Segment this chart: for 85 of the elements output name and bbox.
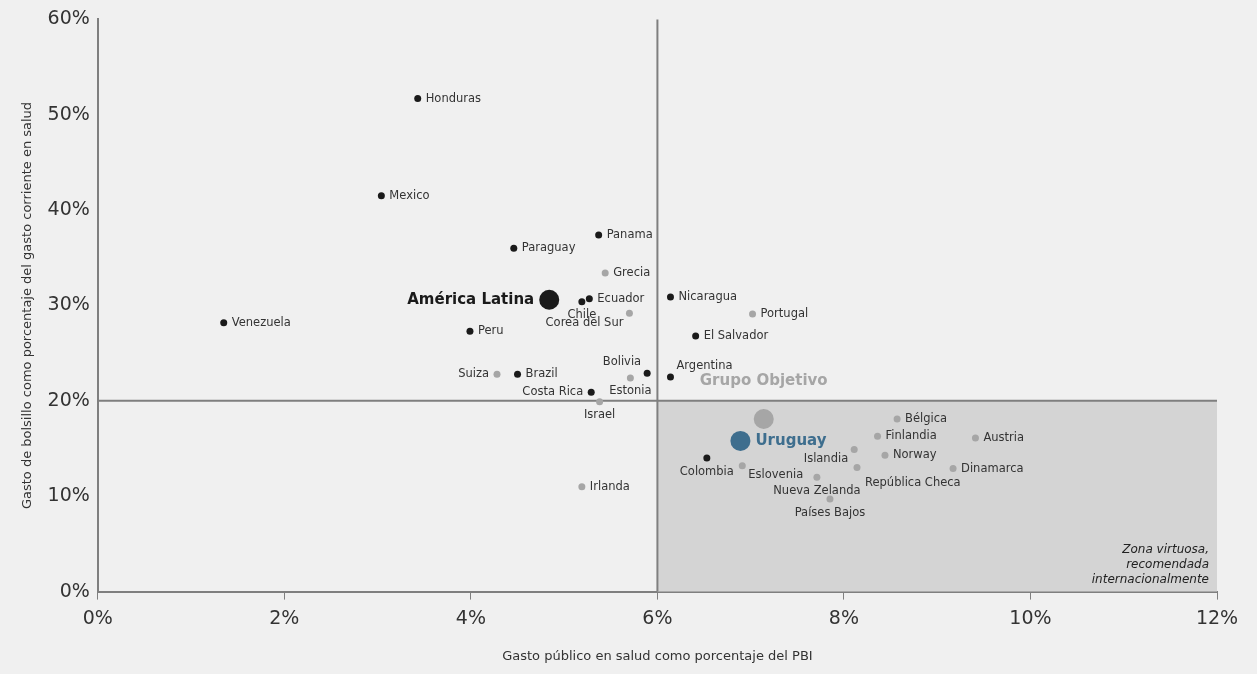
x-tick-label: 8% (828, 605, 860, 628)
x-tick-label: 0% (82, 605, 113, 628)
annotation: Bélgica (905, 410, 948, 425)
point (971, 434, 979, 442)
annotation: Austria (983, 430, 1025, 445)
point (738, 462, 746, 470)
point (949, 465, 957, 473)
y-axis-title: Gasto de bolsillo como porcentaje del gasto corriente en salud (19, 101, 35, 510)
point (625, 309, 633, 317)
series-label: América Latina (407, 289, 535, 308)
point (666, 293, 674, 301)
y-tick-label: 20% (47, 387, 90, 410)
point (666, 373, 674, 381)
band-label: Zona virtuosa, recomendada internacionalmente (1091, 541, 1209, 586)
y-tick-label: 40% (47, 197, 90, 220)
x-tick-label: 6% (642, 605, 673, 628)
annotation: Estonia (609, 383, 652, 398)
annotation: Bolivia (602, 353, 642, 368)
point (626, 374, 634, 382)
annotation: Portugal (760, 306, 809, 321)
point (587, 388, 595, 396)
point (749, 310, 757, 318)
point (377, 192, 385, 200)
point (595, 231, 603, 239)
annotation: Panama (606, 226, 653, 241)
annotation: Países Bajos (794, 504, 866, 519)
point (643, 369, 651, 377)
x-tick-label: 4% (455, 605, 486, 628)
annotation: Mexico (389, 187, 430, 202)
point (414, 95, 422, 103)
point (601, 269, 609, 277)
annotation: El Salvador (703, 328, 769, 342)
series-label: Grupo Objetivo (699, 371, 828, 390)
point (850, 446, 858, 453)
point (826, 495, 834, 503)
annotation: Nicaragua (678, 288, 738, 303)
annotation: Suiza (458, 366, 490, 381)
x-tick-label: 2% (269, 605, 300, 628)
x-tick-label: 12% (1195, 605, 1239, 628)
annotation: Venezuela (231, 314, 291, 329)
annotation: Norway (892, 447, 937, 462)
y-tick-label: 0% (59, 578, 90, 601)
point (578, 298, 586, 306)
point (881, 451, 889, 459)
annotation: Grecia (613, 265, 651, 280)
point (514, 370, 522, 378)
annotation: Irlanda (589, 478, 630, 493)
point (853, 464, 861, 472)
annotation: Paraguay (521, 240, 576, 255)
annotation: Argentina (676, 357, 733, 372)
annotation: Brazil (525, 366, 558, 381)
annotation: República Checa (865, 474, 961, 489)
point (874, 432, 882, 440)
point (585, 295, 593, 303)
annotation: Ecuador (597, 290, 645, 305)
point (578, 483, 586, 491)
y-tick-label: 50% (47, 101, 90, 124)
annotation: Nueva Zelanda (773, 482, 861, 497)
y-tick-label: 10% (47, 483, 90, 506)
point (813, 473, 821, 481)
annotation: Honduras (425, 90, 482, 105)
point (730, 430, 751, 451)
point (539, 289, 560, 310)
point (753, 408, 774, 429)
y-tick-label: 60% (47, 6, 90, 29)
point (893, 415, 901, 423)
point (466, 327, 474, 335)
point (692, 332, 700, 340)
point (493, 370, 501, 378)
point (220, 319, 228, 327)
annotation: Colombia (679, 463, 734, 478)
annotation: Dinamarca (961, 460, 1024, 475)
point (703, 454, 711, 462)
annotation: Israel (583, 407, 616, 422)
point (510, 244, 518, 252)
point (596, 398, 604, 406)
annotation: Finlandia (885, 428, 937, 443)
annotation: Costa Rica (522, 384, 584, 399)
y-tick-label: 30% (47, 292, 90, 315)
series-label: Uruguay (755, 430, 827, 449)
annotation: Islandia (803, 450, 849, 465)
x-axis-title: Gasto público en salud como porcentaje del PBI (502, 647, 813, 663)
annotation: Eslovenia (748, 467, 804, 482)
annotation: Peru (477, 323, 504, 338)
x-tick-label: 10% (1009, 605, 1052, 628)
